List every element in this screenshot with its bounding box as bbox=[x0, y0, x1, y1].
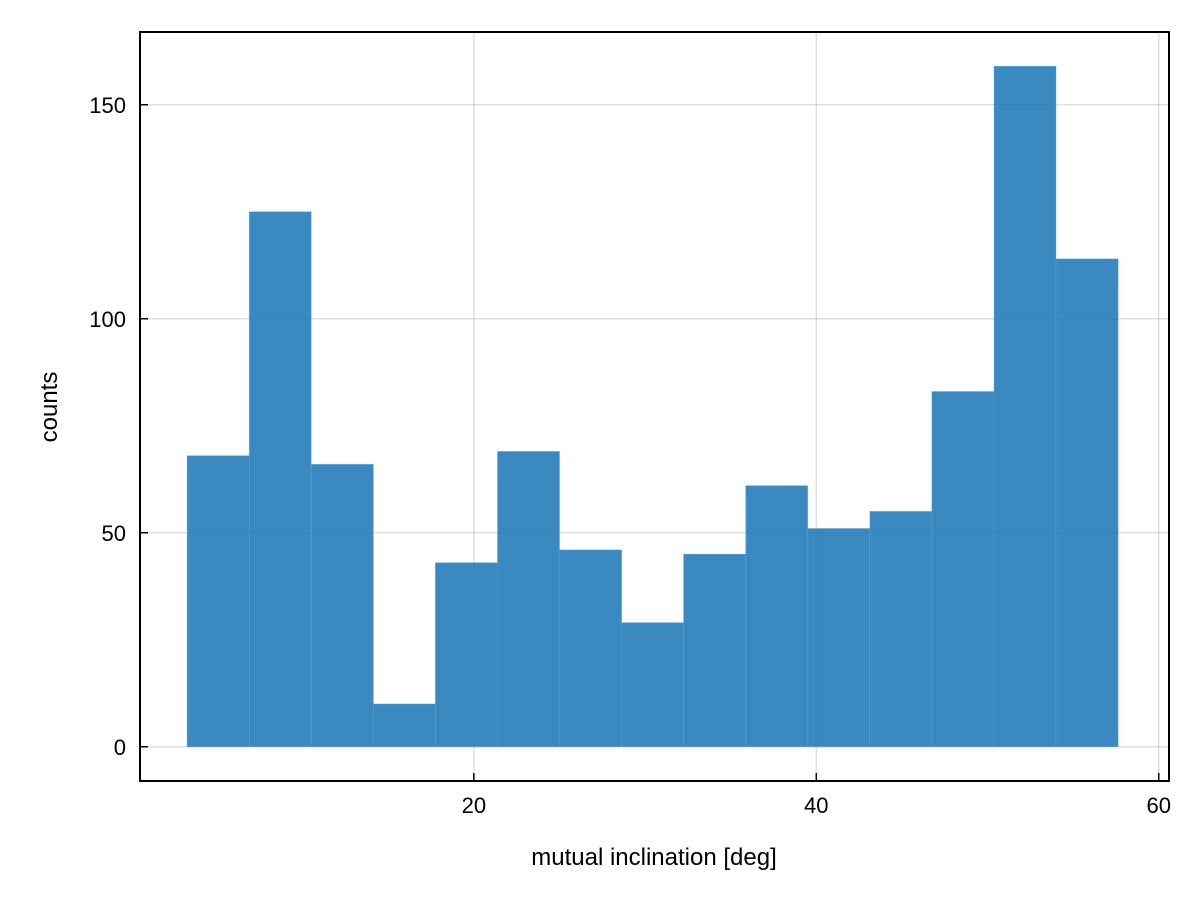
y-tick-label: 150 bbox=[89, 93, 126, 118]
histogram-bar bbox=[248, 211, 312, 748]
x-tick-label: 60 bbox=[1146, 793, 1170, 818]
histogram-bar bbox=[993, 65, 1057, 748]
x-axis-label: mutual inclination [deg] bbox=[531, 844, 776, 871]
histogram-bar bbox=[621, 622, 685, 748]
histogram-bar bbox=[869, 510, 933, 748]
y-axis-label: counts bbox=[36, 372, 63, 443]
histogram-bar bbox=[745, 485, 809, 748]
ticks: 20 40 60 0 50 100 150 bbox=[89, 93, 1171, 818]
histogram-bar bbox=[310, 463, 374, 748]
histogram-bar bbox=[372, 703, 436, 748]
histogram-bar bbox=[559, 549, 623, 748]
histogram-bar bbox=[1055, 258, 1119, 748]
plot-frame bbox=[139, 31, 1170, 782]
y-tick-label: 0 bbox=[114, 735, 126, 760]
histogram-bar bbox=[807, 528, 871, 748]
y-tick-label: 50 bbox=[102, 521, 126, 546]
histogram-bar bbox=[931, 391, 995, 748]
y-tick-label: 100 bbox=[89, 307, 126, 332]
x-tick-label: 20 bbox=[462, 793, 486, 818]
x-tick-label: 40 bbox=[804, 793, 828, 818]
bars bbox=[186, 65, 1119, 748]
histogram-bar bbox=[186, 455, 250, 748]
histogram-bar bbox=[434, 562, 498, 748]
histogram-bar bbox=[683, 553, 747, 748]
histogram-bar bbox=[497, 451, 560, 748]
